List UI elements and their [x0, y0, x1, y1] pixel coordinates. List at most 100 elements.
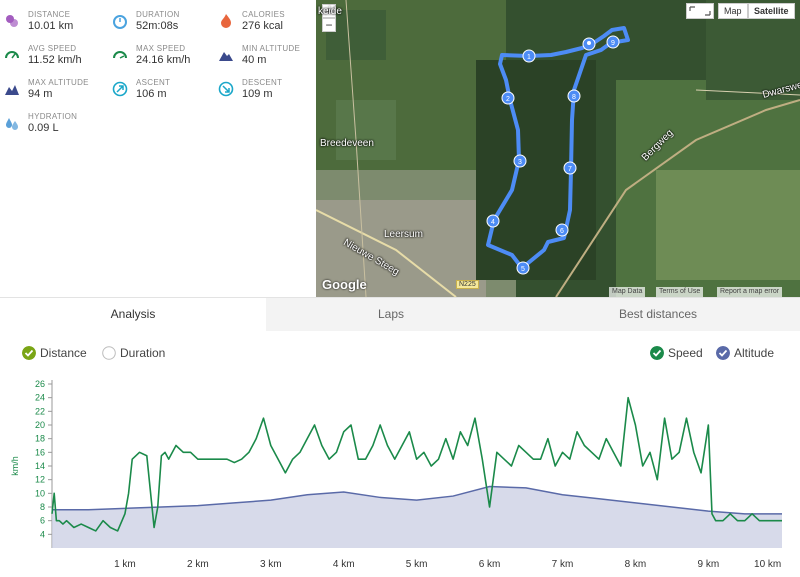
report-map-error-link[interactable]: Report a map error [717, 287, 783, 297]
stat-value: 11.52 km/h [28, 54, 82, 66]
marker-label: 1 [527, 54, 531, 61]
x-tick-label: 7 km [552, 559, 574, 570]
y-tick-label: 20 [35, 420, 45, 430]
map-type-map-button[interactable]: Map [718, 3, 748, 19]
route-marker-1: 1 [522, 49, 536, 63]
stat-calories: CALORIES 276 kcal [214, 4, 319, 36]
analysis-chart[interactable]: 4 6 8 10 12 14 16 18 20 22 24 26 1 km 2 km 3 km 4 km 5 … [0, 370, 800, 577]
y-tick-label: 18 [35, 434, 45, 444]
checkmark-icon [22, 346, 36, 360]
route-marker-7: 7 [563, 161, 577, 175]
tab-laps[interactable]: Laps [266, 298, 516, 331]
map-data-link[interactable]: Map Data [609, 287, 646, 297]
stat-hydration: HYDRATION 0.09 L [0, 106, 105, 138]
x-tick-label: 10 km [754, 559, 781, 570]
toggle-label: Altitude [734, 346, 775, 360]
start-pin-icon [582, 37, 596, 51]
stat-value: 109 m [242, 88, 273, 100]
terms-of-use-link[interactable]: Terms of Use [656, 287, 704, 297]
mountain-peak-icon [5, 85, 19, 95]
toggle-label: Duration [120, 346, 166, 360]
zoom-in-button[interactable]: + [322, 4, 336, 18]
road-badge: N225 [456, 280, 479, 289]
stat-label: DESCENT [242, 78, 283, 87]
stat-min-altitude: MIN ALTITUDE 40 m [214, 38, 319, 70]
stopwatch-icon [113, 15, 127, 29]
stat-value: 276 kcal [242, 20, 283, 32]
checkmark-icon [716, 346, 730, 360]
stat-value: 0.09 L [28, 122, 59, 134]
stat-label: DISTANCE [28, 10, 71, 19]
altitude-area [52, 486, 782, 548]
gauge-icon [5, 51, 19, 59]
descent-icon [218, 81, 234, 97]
x-tick-label: 6 km [479, 559, 501, 570]
tab-analysis[interactable]: Analysis [0, 298, 266, 331]
route-map[interactable]: 1 2 3 4 5 6 7 8 9 + − Map Satellite keid… [316, 0, 800, 297]
marker-label: 4 [491, 219, 495, 226]
x-tick-label: 3 km [260, 559, 282, 570]
stat-ascent: ASCENT 106 m [108, 72, 213, 104]
marker-label: 8 [572, 94, 576, 101]
stat-max-speed: MAX SPEED 24.16 km/h [108, 38, 213, 70]
gauge-max-icon [113, 51, 127, 59]
stat-max-altitude: MAX ALTITUDE 94 m [0, 72, 105, 104]
marker-label: 2 [506, 96, 510, 103]
marker-label: 7 [568, 166, 572, 173]
stats-panel: DISTANCE 10.01 km DURATION 52m:08s CALOR… [0, 0, 316, 297]
x-tick-label: 8 km [625, 559, 647, 570]
zoom-out-button[interactable]: − [322, 18, 336, 32]
y-axis-label: km/h [10, 456, 20, 476]
ascent-icon [112, 81, 128, 97]
marker-label: 9 [611, 40, 615, 47]
y-tick-label: 12 [35, 475, 45, 485]
fullscreen-icon [689, 6, 711, 16]
x-tick-label: 9 km [698, 559, 720, 570]
stat-label: ASCENT [136, 78, 171, 87]
place-label: Breedeveen [320, 138, 374, 149]
google-logo[interactable]: Google [322, 277, 367, 292]
route-marker-5: 5 [516, 261, 530, 275]
checkmark-icon [650, 346, 664, 360]
y-tick-label: 10 [35, 488, 45, 498]
fullscreen-button[interactable] [686, 3, 714, 19]
route-marker-9: 9 [606, 35, 620, 49]
marker-label: 6 [560, 228, 564, 235]
x-tick-label: 5 km [406, 559, 428, 570]
stat-value: 10.01 km [28, 20, 74, 32]
route-marker-2: 2 [501, 91, 515, 105]
marker-label: 3 [518, 159, 522, 166]
stat-distance: DISTANCE 10.01 km [0, 4, 105, 36]
x-tick-label: 4 km [333, 559, 355, 570]
map-type-satellite-button[interactable]: Satellite [748, 3, 795, 19]
route-marker-8: 8 [567, 89, 581, 103]
speed-line [51, 396, 782, 532]
stat-descent: DESCENT 109 m [214, 72, 319, 104]
stat-label: DURATION [136, 10, 180, 19]
y-tick-label: 14 [35, 461, 45, 471]
place-label: Leersum [384, 229, 423, 240]
route-marker-6: 6 [555, 223, 569, 237]
x-tick-label: 1 km [114, 559, 136, 570]
y-tick-label: 24 [35, 393, 45, 403]
stat-label: MAX SPEED [136, 44, 186, 53]
y-tick-label: 8 [40, 502, 45, 512]
tab-bar: Analysis Laps Best distances [0, 297, 800, 331]
route-marker-3: 3 [513, 154, 527, 168]
stat-label: HYDRATION [28, 112, 78, 121]
satellite-imagery [316, 0, 800, 297]
flame-icon [221, 14, 231, 28]
stat-value: 40 m [242, 54, 267, 66]
y-tick-label: 6 [40, 516, 45, 526]
y-tick-label: 16 [35, 447, 45, 457]
stat-label: MIN ALTITUDE [242, 44, 301, 53]
altitude-line [52, 485, 782, 515]
x-axis: 1 km 2 km 3 km 4 km 5 km 6 km 7 km 8 km 9 km 10 k… [114, 559, 781, 570]
stat-label: CALORIES [242, 10, 285, 19]
tab-best-distances[interactable]: Best distances [516, 298, 800, 331]
stat-label: AVG SPEED [28, 44, 77, 53]
y-tick-label: 4 [40, 529, 45, 539]
toggle-label: Distance [40, 346, 87, 360]
stat-label: MAX ALTITUDE [28, 78, 89, 87]
route-path [486, 26, 630, 270]
